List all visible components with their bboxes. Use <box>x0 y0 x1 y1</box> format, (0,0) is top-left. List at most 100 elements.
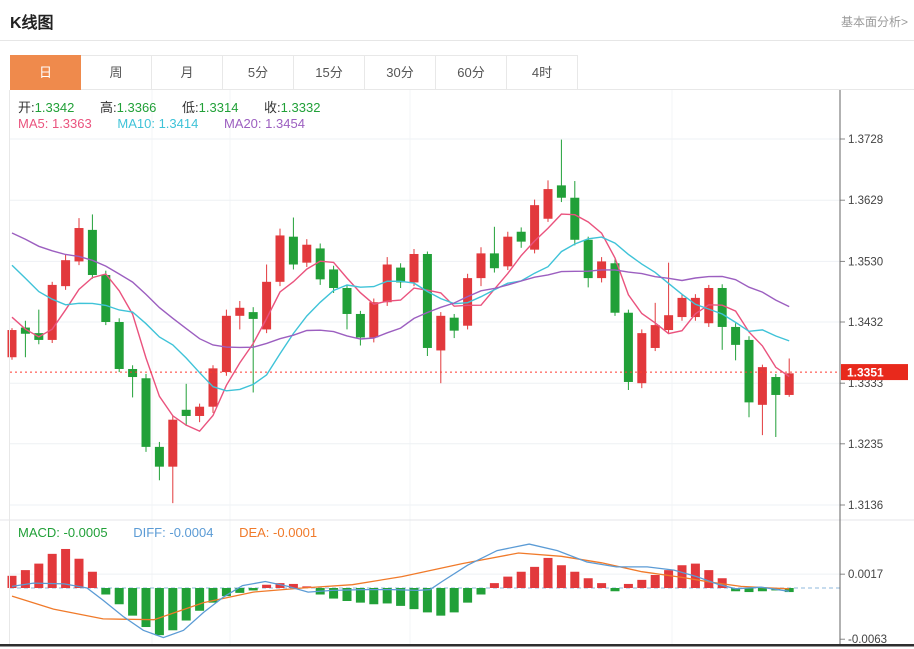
candle-up <box>503 236 513 267</box>
candle-down <box>731 326 741 345</box>
macd-bar <box>154 588 164 636</box>
macd-bar <box>342 588 352 602</box>
macd-bar <box>757 588 767 592</box>
macd-bar <box>610 588 620 592</box>
y-tick-label: 1.3728 <box>848 134 883 146</box>
y-tick-label: 1.3432 <box>848 317 883 329</box>
tab-4hour[interactable]: 4时 <box>507 55 578 90</box>
macd-bar <box>396 588 406 606</box>
macd-bar <box>288 583 298 588</box>
close-value: 1.3332 <box>280 100 321 115</box>
macd-bar <box>784 588 794 593</box>
candle-down <box>248 312 258 319</box>
candle-down <box>181 409 191 416</box>
high-value: 1.3366 <box>116 100 157 115</box>
macd-bar <box>731 588 741 592</box>
macd-bar <box>677 565 687 588</box>
macd-bar <box>623 583 633 588</box>
macd-bar <box>101 588 111 595</box>
tab-60min[interactable]: 60分 <box>436 55 507 90</box>
y-tick-label: 1.3530 <box>848 256 883 268</box>
candle-up <box>168 419 178 467</box>
candle-down <box>449 317 459 331</box>
macd-bar <box>61 548 71 588</box>
macd-bar <box>329 588 339 599</box>
candle-up <box>235 307 245 316</box>
macd-bar <box>34 563 44 588</box>
ma5-label: MA5: <box>18 116 49 131</box>
macd-bar <box>195 588 205 611</box>
candle-down <box>396 267 406 283</box>
candle-up <box>436 315 446 351</box>
candle-down <box>556 185 566 198</box>
macd-bar <box>208 588 218 603</box>
macd-value: -0.0005 <box>63 525 108 540</box>
tab-month[interactable]: 月 <box>152 55 223 90</box>
macd-bar <box>556 565 566 588</box>
macd-bar <box>235 588 245 593</box>
candle-down <box>422 253 432 348</box>
macd-bar <box>704 570 714 588</box>
y-tick-label: 1.3235 <box>848 439 883 451</box>
macd-tick-label: -0.0063 <box>848 634 887 646</box>
macd-bar <box>543 557 553 588</box>
macd-legend: MACD: -0.0005 DIFF: -0.0004 DEA: -0.0001 <box>18 525 339 540</box>
y-tick-label: 1.3136 <box>848 500 883 512</box>
candle-down <box>610 263 620 313</box>
candle-up <box>47 284 57 340</box>
candle-up <box>530 205 540 250</box>
ma10-label: MA10: <box>117 116 155 131</box>
macd-bar <box>503 576 513 588</box>
close-label: 收: <box>264 100 281 115</box>
macd-bar <box>47 553 57 588</box>
ma20-line <box>11 232 790 349</box>
candle-up <box>275 235 285 282</box>
tab-30min[interactable]: 30分 <box>365 55 436 90</box>
current-price-badge <box>841 364 908 381</box>
tab-day[interactable]: 日 <box>10 55 81 90</box>
candle-down <box>288 236 298 265</box>
current-price-label: 1.3351 <box>847 366 884 380</box>
candle-down <box>101 275 111 322</box>
macd-bar <box>128 588 138 616</box>
candle-up <box>302 244 312 263</box>
diff-label: DIFF: <box>133 525 166 540</box>
candle-up <box>463 278 473 326</box>
candle-up <box>382 264 392 303</box>
candle-up <box>409 253 419 283</box>
macd-bar <box>7 575 17 588</box>
header-divider <box>0 40 914 41</box>
candle-down <box>342 287 352 314</box>
candle-down <box>355 313 365 338</box>
candle-up <box>637 333 647 384</box>
macd-bar <box>275 583 285 588</box>
kline-chart-canvas[interactable]: 1.3728 1.3629 1.3530 1.3432 1.3333 1.3235 1.31… <box>0 90 914 649</box>
tab-week[interactable]: 周 <box>81 55 152 90</box>
candle-up <box>650 325 660 348</box>
ohlc-legend: 开:1.3342 高:1.3366 低:1.3314 收:1.3332 <box>18 97 342 116</box>
candle-down <box>141 378 151 447</box>
tab-5min[interactable]: 5分 <box>223 55 294 90</box>
macd-bar <box>181 588 191 621</box>
macd-bar <box>516 571 526 588</box>
candle-up <box>757 367 767 405</box>
macd-tick-label: 0.0017 <box>848 569 883 581</box>
candle-up <box>208 368 218 407</box>
y-tick-label: 1.3629 <box>848 195 883 207</box>
macd-bar <box>221 588 231 597</box>
macd-bar <box>583 578 593 588</box>
fundamental-analysis-link[interactable]: 基本面分析> <box>840 15 908 29</box>
tab-15min[interactable]: 15分 <box>294 55 365 90</box>
macd-bar <box>141 588 151 628</box>
y-tick-label: 1.3333 <box>848 378 883 390</box>
macd-bar <box>637 579 647 588</box>
high-label: 高: <box>100 100 117 115</box>
candle-up <box>195 406 205 416</box>
dea-label: DEA: <box>239 525 270 540</box>
candle-down <box>744 339 754 403</box>
candle-up <box>543 189 553 219</box>
x-axis-line <box>0 644 914 647</box>
macd-bar <box>355 588 365 603</box>
macd-bar <box>530 566 540 588</box>
macd-bar <box>262 584 272 588</box>
